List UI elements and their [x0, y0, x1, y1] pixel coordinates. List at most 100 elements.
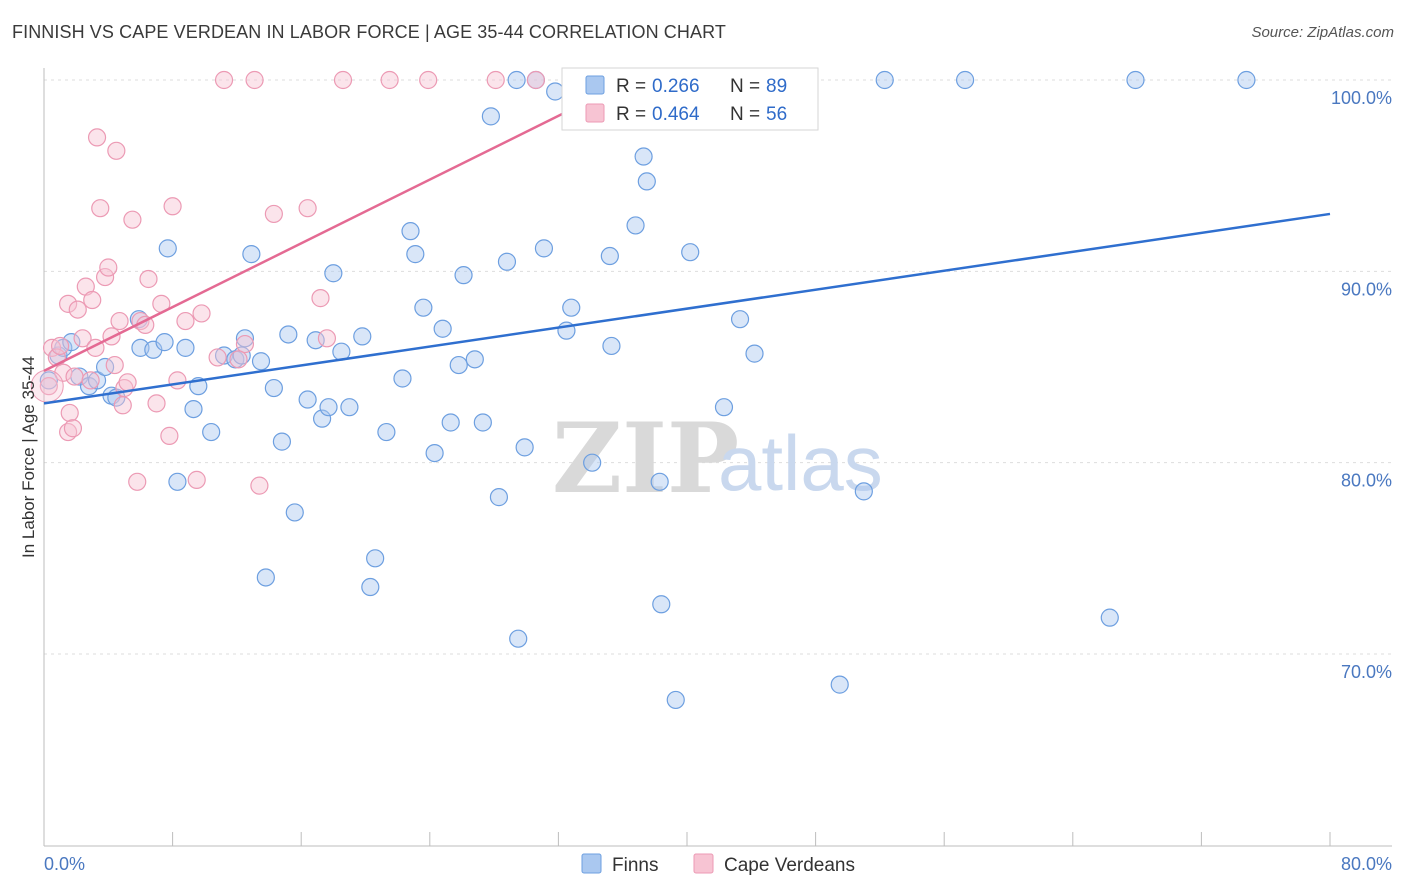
point-finns-23: [235, 329, 255, 348]
point-finns-26: [256, 568, 275, 587]
point-finns-43: [401, 222, 420, 241]
point-finns-80: [830, 675, 849, 694]
legend-finns-n-value: 89: [766, 76, 787, 97]
point-cape-verdeans-31: [139, 269, 158, 289]
bottom-legend-label-cape-verdeans: Cape Verdeans: [724, 855, 855, 876]
trend-line-cape-verdeans: [43, 78, 632, 372]
series-finns: [39, 70, 1256, 710]
point-finns-78: [745, 344, 764, 363]
watermark: ZIP atlas: [552, 402, 883, 515]
point-finns-17: [184, 399, 203, 419]
point-cape-verdeans-17: [91, 199, 110, 218]
point-cape-verdeans-34: [160, 426, 179, 445]
point-finns-35: [324, 264, 343, 283]
legend-finns-r-label: R =: [616, 76, 646, 97]
bottom-legend: Finns Cape Verdeans: [581, 853, 855, 876]
legend-swatch-cape-verdeans: [585, 103, 605, 123]
point-finns-68: [634, 147, 653, 166]
point-cape-verdeans-43: [245, 70, 264, 90]
point-finns-76: [714, 398, 734, 417]
y-tick-label-100: 100.0%: [1331, 88, 1392, 108]
point-finns-84: [1100, 608, 1119, 627]
point-finns-47: [433, 319, 452, 338]
point-cape-verdeans-28: [128, 472, 147, 491]
point-finns-52: [473, 413, 492, 432]
point-cape-verdeans-53: [526, 70, 545, 90]
point-finns-40: [366, 549, 385, 568]
y-tick-label-70: 70.0%: [1341, 662, 1392, 682]
legend-finns-n-label: N =: [730, 76, 760, 97]
point-cape-verdeans-46: [298, 199, 317, 218]
x-tick-label-min: 0.0%: [44, 854, 85, 874]
chart-title: FINNISH VS CAPE VERDEAN IN LABOR FORCE |…: [12, 22, 726, 42]
point-finns-29: [279, 325, 298, 344]
y-tick-label-90: 90.0%: [1341, 279, 1392, 299]
point-cape-verdeans-0: [39, 377, 58, 396]
legend-swatch-finns: [585, 75, 605, 95]
point-cape-verdeans-39: [192, 304, 211, 323]
legend-cv-r-value: 0.464: [652, 104, 700, 125]
point-finns-51: [465, 350, 484, 369]
point-cape-verdeans-42: [235, 334, 255, 354]
point-finns-83: [955, 70, 975, 90]
point-finns-14: [158, 239, 177, 258]
point-cape-verdeans-50: [380, 70, 399, 90]
y-axis-label: In Labor Force | Age 35-44: [19, 356, 38, 558]
series-cape-verdeans: [30, 70, 636, 495]
point-finns-70: [650, 472, 669, 491]
x-tick-label-max: 80.0%: [1341, 854, 1392, 874]
point-cape-verdeans-49: [333, 70, 353, 90]
point-finns-3: [62, 333, 81, 352]
point-finns-25: [251, 352, 271, 371]
point-cape-verdeans-16: [87, 128, 107, 147]
legend-finns-r-value: 0.266: [652, 76, 700, 97]
y-tick-label-80: 80.0%: [1341, 471, 1392, 491]
point-finns-86: [1237, 70, 1256, 90]
point-cape-verdeans-23: [110, 311, 129, 331]
point-cape-verdeans-21: [105, 355, 124, 375]
point-cape-verdeans-27: [123, 210, 142, 229]
point-finns-20: [214, 346, 234, 365]
point-finns-33: [312, 409, 332, 428]
point-finns-0: [39, 371, 58, 390]
point-cape-verdeans-7: [60, 403, 79, 423]
point-finns-71: [652, 595, 671, 614]
point-cape-verdeans-35: [163, 197, 182, 216]
point-finns-31: [298, 390, 317, 409]
point-finns-37: [340, 398, 359, 417]
trend-lines: [43, 78, 1331, 405]
point-finns-46: [425, 444, 444, 463]
point-finns-65: [600, 246, 619, 266]
point-finns-57: [515, 438, 534, 457]
point-finns-60: [546, 82, 565, 101]
point-finns-24: [242, 245, 261, 264]
point-finns-66: [602, 336, 621, 356]
point-cape-verdeans-19: [99, 258, 118, 277]
point-finns-16: [176, 338, 195, 357]
point-cape-verdeans-22: [107, 141, 126, 160]
point-finns-59: [534, 239, 554, 258]
point-finns-49: [449, 355, 468, 375]
bottom-legend-swatch-cape-verdeans: [693, 853, 714, 874]
point-finns-42: [393, 369, 412, 388]
point-finns-55: [497, 252, 517, 271]
point-cape-verdeans-52: [486, 70, 505, 90]
point-finns-44: [406, 245, 425, 264]
point-finns-15: [168, 472, 187, 491]
point-finns-41: [377, 422, 396, 442]
point-cape-verdeans-38: [187, 470, 206, 489]
point-cape-verdeans-51: [419, 70, 438, 90]
point-finns-27: [264, 378, 283, 398]
legend-box: [561, 67, 819, 131]
point-cape-verdeans-10: [68, 300, 87, 319]
point-cape-verdeans-8: [63, 419, 83, 438]
point-cape-verdeans-48: [317, 329, 337, 348]
point-finns-32: [306, 331, 325, 350]
point-cape-verdeans-45: [264, 204, 283, 224]
point-finns-67: [626, 216, 645, 235]
point-finns-13: [155, 333, 174, 352]
point-cape-verdeans-36: [168, 371, 187, 390]
point-finns-50: [454, 266, 473, 285]
point-cape-verdeans-41: [214, 70, 234, 90]
